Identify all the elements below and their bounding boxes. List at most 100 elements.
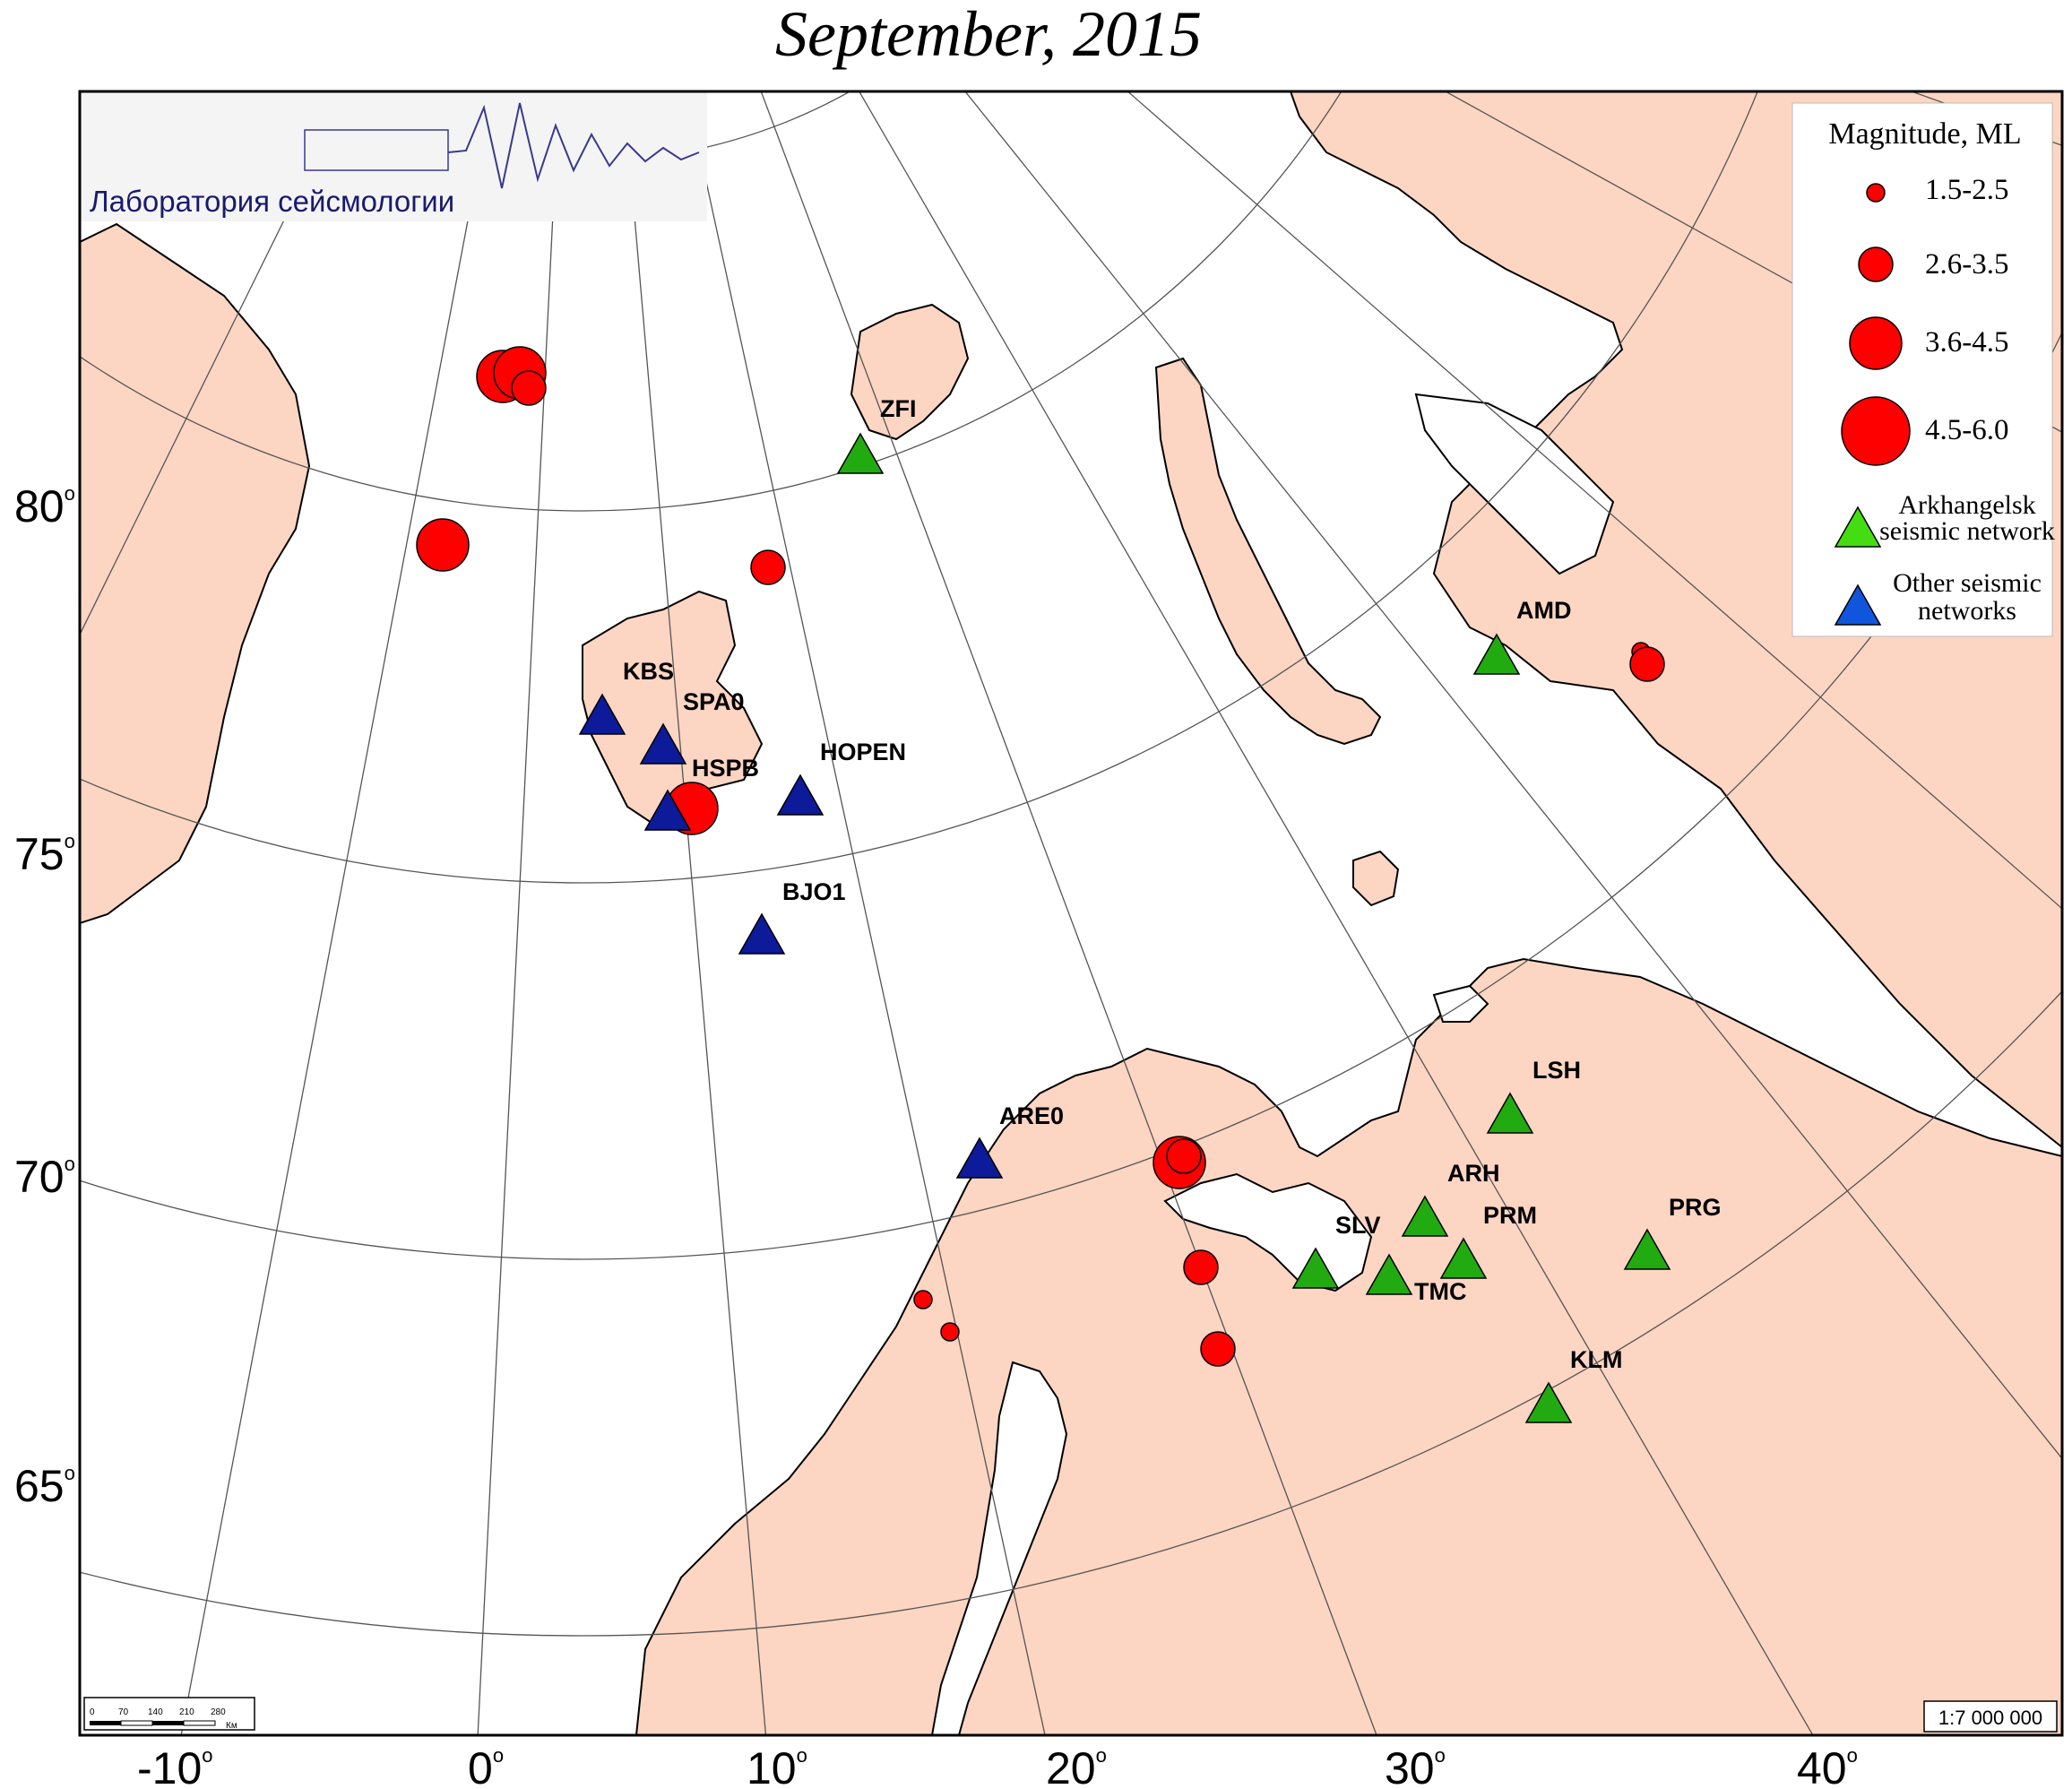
scale-bar: 0 70 140 210 280 Км (83, 1697, 255, 1731)
station-marker-triangle (836, 432, 885, 474)
station-kbs: KBS (578, 658, 674, 735)
meridian-line (80, 91, 349, 636)
scale-tick-label: 0 (90, 1707, 95, 1717)
station-marker-triangle (1472, 633, 1521, 675)
meridian-line (180, 91, 493, 1735)
station-marker-triangle (643, 789, 692, 831)
latitude-line-80 (80, 91, 1342, 512)
meridian-line (1127, 91, 2062, 910)
latitude-labels: 80o 75o 70o 65o (14, 481, 75, 1511)
station-slv: SLV (1291, 1212, 1381, 1289)
map-title-text: September, 2015 (775, 0, 1202, 70)
legend-other-label-1: Other seismic (1893, 568, 2042, 598)
scale-segment (183, 1720, 216, 1726)
station-prm: PRM (1439, 1202, 1537, 1279)
station-code-label: ZFI (880, 395, 917, 422)
novaya-zemlya (1154, 357, 1382, 746)
svalbard-landmass (582, 590, 764, 826)
scale-segment (152, 1721, 184, 1725)
logo-seismogram-icon (447, 102, 700, 189)
station-code-label: PRG (1669, 1194, 1722, 1221)
station-code-label: HOPEN (820, 739, 906, 765)
logo-text: Лаборатория сейсмологии (90, 185, 454, 218)
legend-magnitude-3-label: 3.6-4.5 (1925, 326, 2009, 359)
scale-segment (120, 1720, 153, 1726)
station-klm: KLM (1524, 1346, 1622, 1423)
station-hspb: HSPB (643, 755, 759, 831)
scale-segment (90, 1721, 121, 1725)
meridian-line (964, 91, 2062, 1460)
station-code-label: KLM (1570, 1346, 1622, 1373)
legend-box (1791, 102, 2053, 637)
station-code-label: BJO1 (782, 878, 846, 905)
scale-ratio-box: 1:7 000 000 (1923, 1700, 2058, 1733)
franz-josef-land (850, 303, 970, 441)
station-marker-triangle (1401, 1195, 1449, 1237)
legend-magnitude-3-symbol (1849, 316, 1903, 370)
longitude-label-minus10: -10o (137, 1743, 213, 1789)
legend-magnitude-2-symbol (1858, 246, 1894, 282)
earthquake-event-marker (1629, 646, 1665, 682)
legend-other-label-2: networks (1918, 596, 2016, 626)
station-marker-triangle (1291, 1247, 1340, 1289)
map-frame (78, 90, 2064, 1737)
logo-background (80, 91, 707, 221)
scale-tick-label: 140 (148, 1707, 163, 1717)
longitude-label-10: 10o (747, 1743, 807, 1789)
logo-skyline-icon (304, 129, 449, 171)
station-zfi: ZFI (836, 395, 917, 474)
legend-other-symbol (1834, 583, 1882, 626)
legend-arkhangelsk-symbol (1834, 506, 1882, 548)
station-prg: PRG (1623, 1194, 1722, 1270)
longitude-label-30: 30o (1385, 1743, 1446, 1789)
station-code-label: ARH (1447, 1160, 1500, 1187)
station-marker-triangle (738, 912, 786, 955)
earthquake-event-marker (913, 1290, 933, 1309)
scale-tick-label: 210 (179, 1707, 194, 1717)
scale-tick-label: 280 (211, 1707, 226, 1717)
legend-arkhangelsk-label-2: seismic network (1879, 516, 2055, 546)
longitude-label-20: 20o (1046, 1743, 1107, 1789)
scale-tick-label: 70 (118, 1707, 129, 1717)
station-lsh: LSH (1486, 1057, 1581, 1134)
laboratory-logo: Лаборатория сейсмологии (80, 91, 707, 221)
station-marker-triangle (1486, 1092, 1534, 1134)
map-title: September, 2015 (775, 0, 1202, 70)
meridian-line (686, 91, 1046, 1735)
meridian-line (477, 91, 560, 1735)
earthquake-event-marker (511, 370, 547, 406)
greenland-landmass (80, 222, 311, 925)
station-marker-triangle (1365, 1253, 1413, 1295)
station-marker-triangle (639, 722, 687, 765)
station-marker-triangle (578, 693, 626, 735)
legend-heading: Magnitude, ML (1828, 117, 2021, 151)
gulf-of-bothnia (930, 1361, 1068, 1735)
scale-ratio-frame (1923, 1700, 2058, 1733)
legend-magnitude-2-label: 2.6-3.5 (1925, 248, 2009, 281)
station-tmc: TMC (1365, 1253, 1466, 1305)
meridian-line (760, 91, 1377, 1735)
station-code-label: SPA0 (683, 688, 745, 715)
earthquake-event-marker (1200, 1331, 1236, 1367)
longitude-label-40: 40o (1797, 1743, 1858, 1789)
station-code-label: ARE0 (999, 1102, 1064, 1129)
station-are0: ARE0 (955, 1102, 1064, 1179)
legend-magnitude-1-label: 1.5-2.5 (1925, 174, 2009, 206)
station-code-label: KBS (623, 658, 674, 685)
stations-layer: ZFI AMD LSH ARH PRM SLV TMC PRG KLM KBS SPA0 HSPB HO… (578, 395, 1722, 1423)
latitude-label-75: 75o (14, 829, 75, 879)
kolguev-island (1352, 850, 1400, 907)
legend-magnitude-1-symbol (1866, 183, 1886, 203)
meridian-line (623, 91, 767, 1735)
kara-sea-gulf (1414, 393, 1615, 575)
latitude-line-75 (80, 91, 1758, 884)
legend-magnitude-4-label: 4.5-6.0 (1925, 414, 2009, 446)
station-code-label: LSH (1532, 1057, 1581, 1084)
longitude-label-0: 0o (468, 1743, 504, 1789)
scale-unit: Км (226, 1721, 237, 1731)
station-marker-triangle (1623, 1228, 1671, 1270)
station-marker-triangle (776, 774, 824, 816)
station-hopen: HOPEN (776, 739, 906, 816)
meridian-line (858, 91, 1814, 1735)
